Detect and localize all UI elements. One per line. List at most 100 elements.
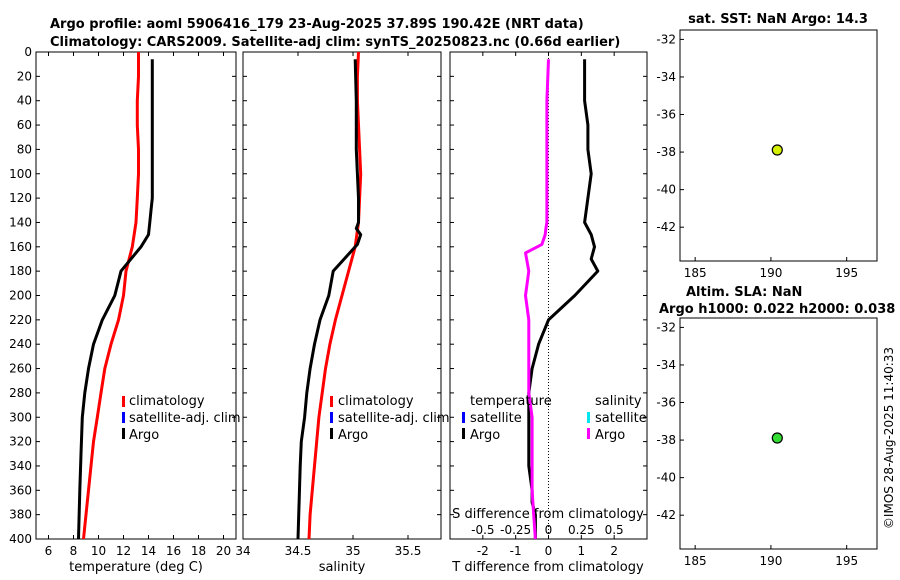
- s-diff-tick-label: -0.5: [471, 523, 494, 537]
- salinity-series: [296, 51, 363, 540]
- salinity-y-ticks: [243, 51, 441, 540]
- legend-swatch-satellite-adj: [122, 412, 125, 423]
- t-difference-xlabel: T difference from climatology: [451, 560, 644, 575]
- depth-tick-label: 40: [17, 94, 32, 108]
- legend-swatch-t-argo: [462, 428, 465, 439]
- x-tick-label: 35: [345, 544, 360, 558]
- sla-map-panel: Altim. SLA: NaN Argo h1000: 0.022 h2000:…: [656, 285, 895, 568]
- lon-tick-label: 195: [835, 266, 858, 280]
- argo-location-marker: [771, 432, 783, 444]
- lat-tick-label: -40: [656, 183, 676, 197]
- depth-tick-label: 280: [9, 386, 32, 400]
- depth-tick-label: 380: [9, 508, 32, 522]
- lon-tick-label: 195: [835, 554, 858, 568]
- depth-tick-label: 300: [9, 410, 32, 424]
- depth-axis: 0 20 40 60 80 100 120 140 160 180 200 220 240 260 280 3…: [9, 45, 236, 546]
- sla-map-title-line1: Altim. SLA: NaN: [686, 285, 802, 300]
- lon-tick-label: 185: [684, 554, 707, 568]
- s-diff-tick-label: 0: [545, 523, 553, 537]
- depth-tick-label: 0: [24, 45, 32, 59]
- legend-title-salinity: salinity: [595, 394, 642, 409]
- temperature-xlabel: temperature (deg C): [69, 560, 203, 575]
- legend-swatch-satellite-adj: [330, 412, 333, 423]
- depth-tick-label: 400: [9, 532, 32, 546]
- s-diff-tick-label: 0.25: [568, 523, 595, 537]
- difference-y-ticks: [450, 51, 647, 540]
- depth-tick-label: 60: [17, 118, 32, 132]
- x-tick-label: 2: [610, 544, 618, 558]
- depth-tick-label: 360: [9, 483, 32, 497]
- difference-legend: temperature satellite Argo salinity sate…: [462, 394, 647, 443]
- lat-tick-label: -40: [656, 471, 676, 485]
- temperature-x-axis: 6 8 10 12 14 16 18 20: [45, 52, 231, 558]
- series-line-t-argo-clim: [527, 59, 600, 539]
- legend-label-s-satellite: satellite: [595, 411, 647, 426]
- depth-tick-label: 200: [9, 289, 32, 303]
- lat-tick-label: -38: [656, 145, 676, 159]
- difference-series: [524, 59, 600, 540]
- depth-tick-label: 100: [9, 167, 32, 181]
- difference-x-axis: -2 -1 0 1 2: [477, 52, 618, 558]
- imos-footer: ©IMOS 28-Aug-2025 11:40:33: [882, 347, 896, 529]
- sst-map-title: sat. SST: NaN Argo: 14.3: [688, 12, 868, 27]
- lat-tick-label: -42: [656, 220, 676, 234]
- depth-tick-label: 180: [9, 264, 32, 278]
- lon-tick-label: 190: [759, 266, 782, 280]
- legend-label-climatology: climatology: [338, 394, 414, 409]
- salinity-panel: 34 34.5 35 35.5 salinity climatology satell…: [235, 51, 450, 575]
- series-line-argo: [296, 59, 363, 540]
- legend-label-satellite-adj: satellite-adj. clim: [338, 411, 450, 426]
- legend-swatch-argo: [122, 428, 125, 439]
- x-tick-label: 34: [235, 544, 250, 558]
- argo-location-marker: [771, 144, 783, 156]
- temperature-legend: climatology satellite-adj. clim Argo: [122, 394, 241, 443]
- temperature-panel: 0 20 40 60 80 100 120 140 160 180 200 220 240 260 280 3…: [9, 45, 241, 575]
- lat-tick-label: -32: [656, 320, 676, 334]
- series-line-s-argo-clim: [524, 59, 550, 540]
- depth-tick-label: 160: [9, 240, 32, 254]
- s-diff-tick-label: -0.25: [500, 523, 531, 537]
- sst-map-panel: sat. SST: NaN Argo: 14.3 185 190 195 -32 -34…: [656, 12, 878, 280]
- difference-panel: -2 -1 0 1 2 -0.5 -0.25 0 0.25 0.5 S difference f…: [449, 51, 648, 575]
- depth-tick-label: 20: [17, 69, 32, 83]
- depth-tick-label: 240: [9, 337, 32, 351]
- legend-swatch-climatology: [122, 396, 125, 407]
- legend-label-satellite-adj: satellite-adj. clim: [129, 411, 241, 426]
- x-tick-label: 34.5: [285, 544, 312, 558]
- salinity-legend: climatology satellite-adj. clim Argo: [330, 394, 450, 443]
- legend-swatch-s-argo: [587, 428, 590, 439]
- lat-tick-label: -34: [656, 70, 676, 84]
- x-tick-label: 35.5: [395, 544, 422, 558]
- x-tick-label: 1: [578, 544, 586, 558]
- legend-label-argo: Argo: [129, 428, 159, 443]
- lat-tick-label: -42: [656, 508, 676, 522]
- salinity-xlabel: salinity: [319, 560, 366, 575]
- x-tick-label: 18: [191, 544, 206, 558]
- s-difference-ticklabels: -0.5 -0.25 0 0.25 0.5: [471, 523, 624, 537]
- lat-tick-label: -32: [656, 32, 676, 46]
- sst-map-axes: 185 190 195 -32 -34 -36 -38 -40 -42: [656, 32, 858, 280]
- legend-label-t-argo: Argo: [470, 428, 500, 443]
- temperature-axes-frame: [35, 51, 237, 540]
- figure-title-line2: Climatology: CARS2009. Satellite-adj cli…: [50, 35, 620, 50]
- x-tick-label: 6: [45, 544, 53, 558]
- x-tick-label: 16: [166, 544, 181, 558]
- lon-tick-label: 185: [684, 266, 707, 280]
- sla-map-axes: 185 190 195 -32 -34 -36 -38 -40 -42: [656, 320, 858, 568]
- depth-tick-label: 320: [9, 435, 32, 449]
- legend-label-t-satellite: satellite: [470, 411, 522, 426]
- series-line-climatology: [307, 51, 363, 540]
- sla-map-title-line2: Argo h1000: 0.022 h2000: 0.038: [659, 302, 895, 317]
- legend-swatch-argo: [330, 428, 333, 439]
- depth-tick-label: 260: [9, 362, 32, 376]
- depth-tick-label: 340: [9, 459, 32, 473]
- depth-tick-label: 140: [9, 215, 32, 229]
- sla-map-points: [771, 432, 783, 444]
- x-tick-label: 10: [91, 544, 106, 558]
- legend-label-climatology: climatology: [129, 394, 205, 409]
- x-tick-label: 12: [116, 544, 131, 558]
- depth-tick-label: 120: [9, 191, 32, 205]
- x-tick-label: 8: [70, 544, 78, 558]
- legend-swatch-s-satellite: [587, 412, 590, 423]
